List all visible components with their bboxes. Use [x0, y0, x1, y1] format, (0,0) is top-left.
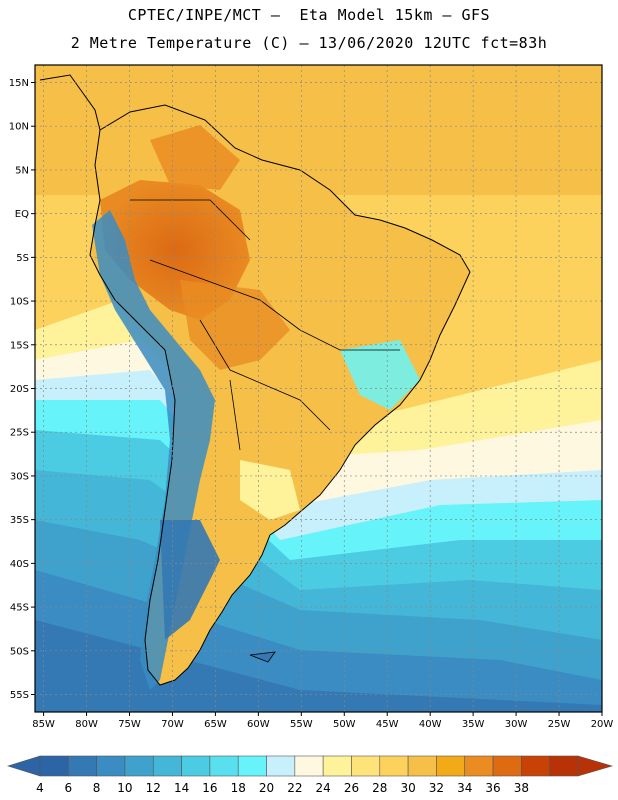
longitude-label: 75W	[118, 719, 141, 730]
colorbar-cell	[181, 755, 211, 777]
colorbar-cell	[266, 755, 296, 777]
latitude-label: 15S	[10, 340, 29, 351]
colorbar-label: 8	[93, 781, 101, 795]
colorbar-label: 4	[36, 781, 44, 795]
colorbar-cell	[322, 755, 352, 777]
colorbar-labels: 4 6 8 10 12 14 16 18 20 22 24 26 28 30 32 34 36 38	[36, 781, 529, 795]
longitude-label: 60W	[247, 719, 270, 730]
colorbar-label: 26	[344, 781, 359, 795]
colorbar-cell	[96, 755, 126, 777]
map-title-line-1: CPTEC/INPE/MCT – Eta Model 15km – GFS	[127, 6, 491, 24]
colorbar-label: 18	[231, 781, 246, 795]
colorbar-label: 30	[400, 781, 415, 795]
colorbar-cell	[39, 755, 69, 777]
latitude-label: EQ	[15, 209, 29, 220]
colorbar-cell	[124, 755, 154, 777]
colorbar-cell	[68, 755, 97, 777]
colorbar-cell	[521, 755, 550, 777]
colorbar-cell	[464, 755, 494, 777]
colorbar-cell	[549, 755, 579, 777]
longitude-label: 45W	[376, 719, 399, 730]
latitude-label: 10S	[10, 297, 29, 308]
longitude-label: 85W	[32, 719, 55, 730]
colorbar-label: 38	[514, 781, 529, 795]
latitude-label: 55S	[10, 690, 29, 701]
longitude-label: 55W	[290, 719, 313, 730]
colorbar-label: 16	[202, 781, 217, 795]
colorbar-label: 10	[117, 781, 132, 795]
colorbar-cell	[152, 755, 182, 777]
latitude-label: 30S	[10, 471, 29, 482]
colorbar-label: 32	[429, 781, 444, 795]
latitude-label: 25S	[10, 428, 29, 439]
longitude-label: 25W	[548, 719, 571, 730]
colorbar-arrow-high	[577, 755, 614, 777]
latitude-label: 5N	[15, 165, 29, 176]
colorbar-label: 22	[287, 781, 302, 795]
colorbar-label: 24	[316, 781, 331, 795]
colorbar-label: 34	[457, 781, 472, 795]
longitude-labels: 85W 80W 75W 70W 65W 60W 55W 50W 45W 40W 35W 30W 25W 2…	[32, 712, 613, 730]
latitude-label: 45S	[10, 603, 29, 614]
longitude-label: 40W	[419, 719, 442, 730]
colorbar-cell	[407, 755, 437, 777]
longitude-label: 30W	[505, 719, 528, 730]
latitude-label: 15N	[9, 78, 29, 89]
longitude-label: 20W	[591, 719, 614, 730]
latitude-label: 40S	[10, 559, 29, 570]
latitude-label: 5S	[16, 253, 29, 264]
colorbar-arrow-low	[6, 755, 41, 777]
temperature-map: 15N 10N 5N EQ 5S 10S 15S 20S 25S 30S 35S 40S 45S 50S 5…	[9, 64, 613, 730]
map-title-line-2: 2 Metre Temperature (C) – 13/06/2020 12U…	[70, 34, 548, 52]
longitude-label: 65W	[204, 719, 227, 730]
latitude-label: 10N	[9, 122, 29, 133]
longitude-label: 50W	[333, 719, 356, 730]
longitude-label: 80W	[75, 719, 98, 730]
colorbar-label: 12	[146, 781, 161, 795]
colorbar-label: 20	[259, 781, 274, 795]
longitude-label: 35W	[462, 719, 485, 730]
colorbar-label: 28	[372, 781, 387, 795]
colorbar-cell	[379, 755, 409, 777]
colorbar-cell	[492, 755, 522, 777]
colorbar-label: 6	[64, 781, 72, 795]
colorbar-cell	[237, 755, 267, 777]
latitude-label: 35S	[10, 515, 29, 526]
latitude-label: 50S	[10, 646, 29, 657]
colorbar-cell	[294, 755, 324, 777]
colorbar-label: 36	[485, 781, 500, 795]
longitude-label: 70W	[161, 719, 184, 730]
colorbar: 4 6 8 10 12 14 16 18 20 22 24 26 28 30 32 34 36 38	[6, 755, 614, 795]
colorbar-label: 14	[174, 781, 189, 795]
latitude-labels: 15N 10N 5N EQ 5S 10S 15S 20S 25S 30S 35S 40S 45S 50S 5…	[9, 78, 35, 701]
colorbar-cell	[436, 755, 466, 777]
colorbar-cell	[351, 755, 381, 777]
latitude-label: 20S	[10, 384, 29, 395]
colorbar-cell	[209, 755, 239, 777]
